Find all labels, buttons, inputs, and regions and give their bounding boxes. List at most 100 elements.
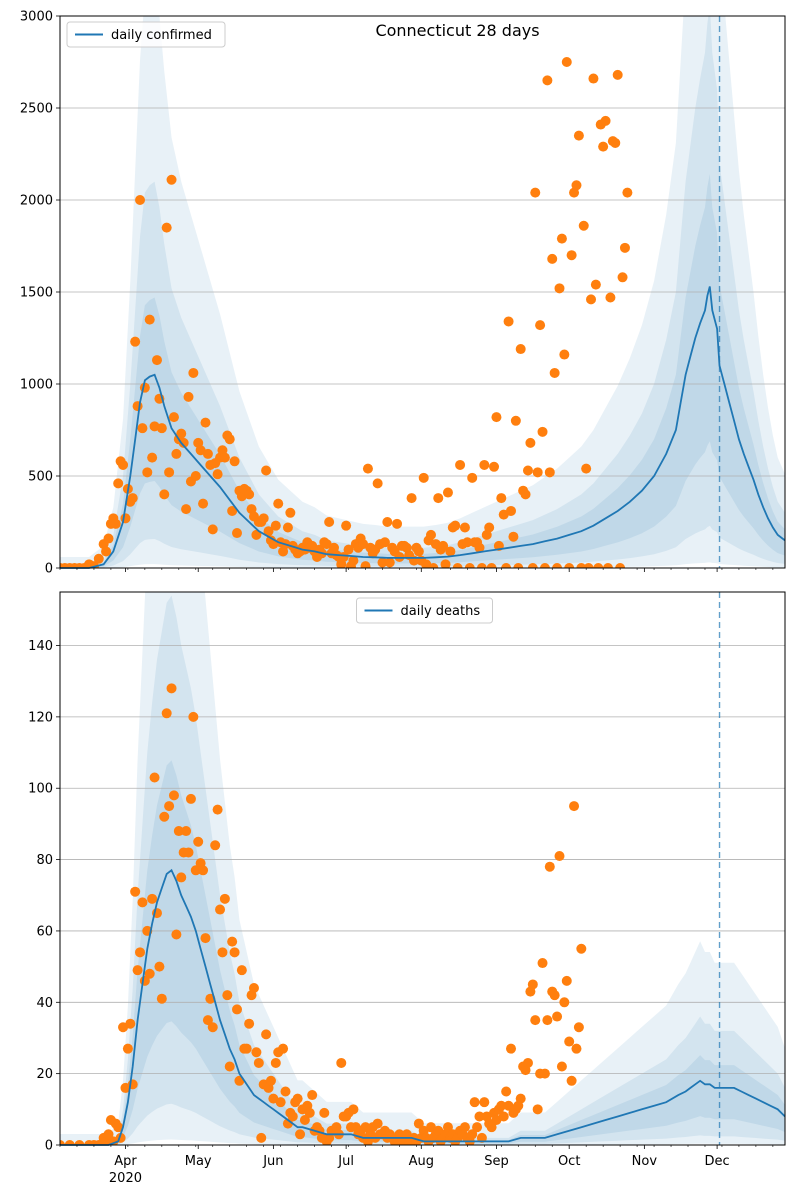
top-observation-point: [227, 505, 238, 516]
bottom-observation-point: [336, 1057, 347, 1068]
xtick-label: Dec: [705, 1154, 730, 1169]
top-plot-area: 0 500 1000 1500 2000 2500 3000 Connecticut 28 d…: [20, 10, 786, 577]
top-observations: [60, 57, 633, 568]
bottom-observation-point: [188, 711, 199, 722]
bottom-observation-point: [227, 936, 238, 947]
top-observation-point: [183, 391, 194, 402]
top-observation-point: [324, 517, 335, 527]
top-observation-point: [520, 489, 531, 500]
top-observation-point: [581, 463, 592, 474]
top-observation-point: [251, 529, 262, 540]
bottom-observation-point: [506, 1043, 517, 1054]
top-observation-point: [261, 465, 272, 476]
bottom-observation-point: [515, 1093, 526, 1104]
bottom-observation-point: [532, 1104, 543, 1115]
top-ytick-label: 500: [28, 470, 53, 485]
top-observation-point: [600, 115, 611, 126]
bottom-observation-point: [559, 997, 570, 1008]
bottom-observation-point: [537, 958, 548, 969]
top-observation-point: [428, 563, 439, 568]
bottom-observation-point: [198, 865, 209, 876]
top-legend: daily confirmed: [66, 21, 226, 48]
bottom-axes-frame: [59, 591, 786, 1146]
top-observation-point: [537, 426, 548, 437]
top-observation-point: [619, 242, 630, 253]
bottom-observation-point: [256, 1132, 267, 1143]
bottom-observation-point: [479, 1097, 490, 1108]
bottom-observation-point: [304, 1107, 315, 1118]
bottom-observation-point: [498, 1111, 509, 1122]
bottom-observation-point: [539, 1068, 550, 1079]
bottom-observation-point: [236, 965, 247, 976]
top-observation-point: [168, 412, 179, 423]
bottom-observation-point: [552, 1011, 563, 1022]
top-ytick-label: 3000: [20, 10, 53, 25]
top-observation-point: [341, 520, 352, 531]
bottom-observation-point: [147, 893, 158, 904]
bottom-observation-point: [530, 1015, 541, 1026]
top-observation-point: [530, 187, 541, 198]
bottom-observation-point: [74, 1140, 85, 1145]
bottom-observation-point: [144, 968, 155, 979]
top-observation-point: [508, 531, 519, 542]
bottom-observation-point: [564, 1036, 575, 1047]
xtick-label: Apr: [114, 1154, 137, 1169]
top-observation-point: [586, 294, 597, 305]
bottom-observation-point: [224, 1061, 235, 1072]
year-label: 2020: [109, 1171, 142, 1186]
top-observation-point: [181, 504, 192, 515]
bottom-observation-point: [135, 947, 146, 958]
top-observation-point: [573, 130, 584, 141]
bottom-ytick-label: 120: [28, 710, 53, 725]
top-observation-point: [452, 563, 463, 568]
top-observation-point: [598, 141, 609, 152]
bottom-observation-point: [566, 1075, 577, 1086]
top-observation-point: [418, 472, 429, 483]
top-observation-point: [135, 195, 146, 205]
bottom-observation-point: [193, 836, 204, 847]
bottom-observation-point: [103, 1129, 114, 1140]
top-observation-point: [360, 561, 371, 568]
top-axes-frame: [59, 15, 786, 569]
bottom-observation-point: [265, 1075, 276, 1086]
bottom-observation-point: [413, 1118, 424, 1129]
top-observation-point: [566, 250, 577, 261]
bottom-observation-point: [60, 1140, 65, 1145]
top-observation-point: [522, 465, 533, 476]
top-observation-point: [515, 344, 526, 355]
top-observation-point: [561, 57, 572, 67]
top-observation-point: [120, 513, 131, 524]
top-observation-point: [147, 452, 158, 463]
top-observation-point: [229, 456, 240, 467]
top-observation-point: [590, 279, 601, 290]
top-observation-point: [612, 69, 623, 80]
bottom-observation-point: [222, 990, 233, 1001]
bottom-observation-point: [125, 1018, 136, 1029]
top-observation-point: [605, 292, 616, 303]
top-observation-point: [610, 137, 621, 148]
top-observation-point: [282, 522, 293, 533]
top-band-2: [60, 16, 785, 568]
bottom-observation-point: [270, 1057, 281, 1068]
bottom-observation-point: [372, 1118, 383, 1129]
top-observation-point: [549, 367, 560, 378]
xtick-label: Nov: [632, 1154, 658, 1169]
bottom-observation-point: [64, 1140, 75, 1145]
top-observation-point: [127, 493, 138, 504]
bottom-observation-point: [137, 897, 148, 908]
bottom-observation-point: [130, 886, 141, 897]
bottom-observation-point: [176, 872, 187, 883]
bottom-observation-point: [319, 1107, 330, 1118]
top-observation-point: [270, 520, 281, 531]
bottom-observation-point: [496, 1100, 507, 1111]
bottom-observation-point: [522, 1057, 533, 1068]
bottom-observation-point: [207, 1022, 218, 1033]
bottom-ytick-label: 100: [28, 782, 53, 797]
top-observation-point: [159, 489, 170, 500]
top-observation-point: [556, 233, 567, 244]
top-observation-point: [464, 563, 475, 568]
bottom-observation-point: [132, 965, 143, 976]
top-observation-point: [156, 423, 167, 434]
top-observation-point: [207, 524, 218, 535]
top-ytick-label: 1000: [20, 378, 53, 393]
